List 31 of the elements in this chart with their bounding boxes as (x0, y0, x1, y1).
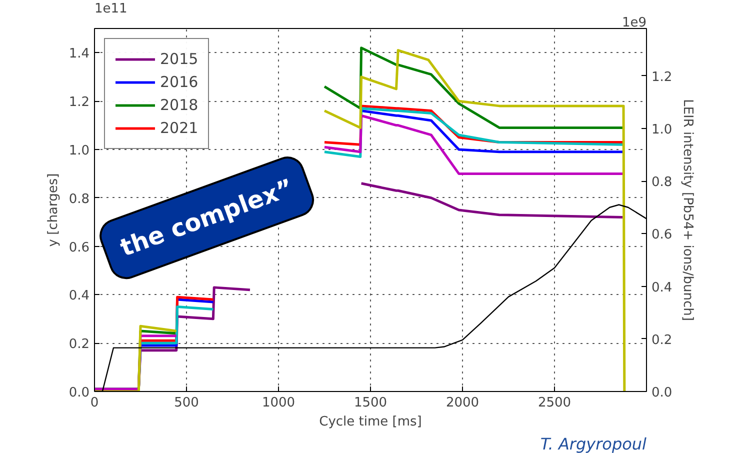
y2-axis-title: LEIR intensity [Pb54+ ions/bunch] (680, 99, 696, 321)
y-tick-label: 1.0 (68, 144, 90, 158)
x-tick-label: 500 (174, 396, 199, 410)
legend-label: 2021 (160, 119, 198, 137)
y2-tick-label: 1.0 (652, 122, 672, 138)
text: 1e11 (94, 2, 128, 16)
y2-tick-label: 0.4 (652, 280, 672, 296)
x-axis-title: Cycle time [ms] (319, 414, 422, 430)
y2-tick-label: 0.8 (652, 175, 672, 190)
text: T. Argyropoul (540, 434, 648, 453)
y2-tick-label: 1.2 (652, 70, 672, 85)
y2-tick-label: 0.6 (652, 228, 672, 243)
annotation: 1e9 (622, 16, 647, 30)
x-tick-label: 2000 (446, 396, 480, 410)
y-tick-label: 0.6 (68, 240, 90, 256)
x-tick-label: 1000 (262, 396, 296, 410)
y-tick-label: 1.4 (68, 46, 90, 62)
y-tick-label: 1.2 (68, 95, 90, 110)
x-tick-label: 1500 (354, 396, 388, 410)
y-axis-title: y [charges] (46, 173, 61, 247)
y-tick-label: 0.0 (68, 386, 90, 400)
y-tick-label: 0.8 (68, 192, 90, 207)
y2-tick-label: 0.0 (652, 386, 672, 400)
y-tick-label: 0.2 (68, 337, 90, 352)
legend-label: 2018 (160, 96, 198, 114)
y-tick-label: 0.4 (68, 288, 90, 304)
x-tick-label: 2500 (538, 396, 572, 410)
y2-tick-label: 0.2 (652, 332, 672, 348)
legend-label: 2015 (160, 50, 198, 68)
x-tick-label: 0 (90, 396, 99, 410)
legend-label: 2016 (160, 73, 198, 91)
